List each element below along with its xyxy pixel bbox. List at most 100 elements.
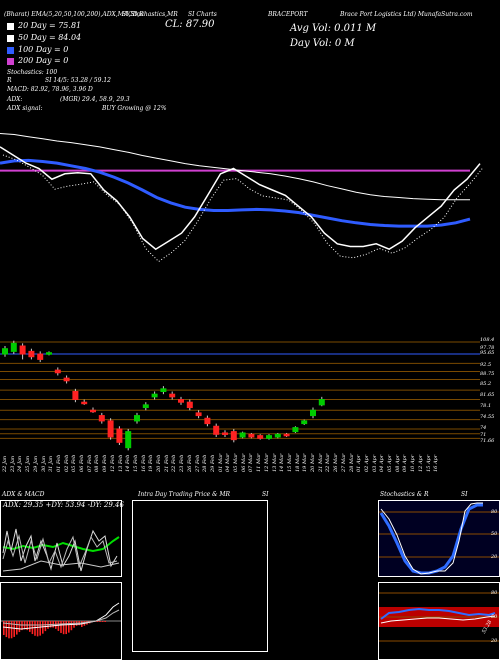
macd-histogram-bar: [44, 621, 47, 632]
intraday-si-label: SI: [262, 491, 269, 498]
macd-histogram-bar: [13, 621, 15, 637]
candle-body: [72, 391, 79, 401]
macd-histogram-bar: [68, 621, 70, 633]
candle-body: [116, 428, 123, 443]
macd-histogram-bar: [62, 621, 65, 635]
macd-histogram-bar: [36, 621, 39, 637]
intraday-panel: [132, 500, 268, 652]
main-price-chart: [0, 133, 484, 451]
macd-histogram-bar: [3, 621, 5, 635]
macd-histogram-bar: [42, 621, 44, 634]
candle-body: [90, 409, 96, 413]
date-label: 19 Mar: [302, 453, 309, 472]
date-label: 22 Mar: [325, 453, 332, 472]
candle-body: [204, 417, 211, 425]
candle-body: [230, 431, 237, 441]
price-axis-label: 81.65: [480, 392, 495, 398]
candle-body: [19, 345, 26, 355]
date-label: 16 Feb: [140, 454, 147, 472]
macd-histogram-bar: [8, 621, 10, 639]
date-label: 09 Apr: [402, 454, 409, 472]
chart-header-symbol: BRACEPORT: [268, 11, 308, 18]
date-label: 23 Feb: [179, 454, 186, 472]
date-label: 20 Feb: [156, 454, 162, 472]
price-line: [0, 146, 481, 251]
price-axis-label: 71: [480, 432, 487, 438]
adx-values: (MGR) 29.4, 58.9, 29.3: [60, 96, 130, 103]
candle-body: [2, 348, 8, 355]
date-label: 02 Apr: [363, 454, 370, 472]
macd-histogram-bar: [29, 621, 31, 632]
date-label: 02 Feb: [63, 454, 70, 472]
date-label: 24 Jan: [17, 455, 24, 472]
date-label: 08 Feb: [94, 454, 101, 472]
date-label: 01 Feb: [55, 454, 62, 472]
price-axis-label: 97.78: [480, 345, 495, 351]
candle-body: [213, 425, 220, 435]
adx-macd-title: ADX & MACD: [2, 491, 45, 498]
stoch-tick-80: 80: [491, 509, 498, 515]
date-label: 08 Apr: [394, 454, 401, 472]
candle-body: [46, 352, 52, 355]
date-label: 26 Feb: [186, 454, 193, 472]
ema100-label: 100 Day = 0: [18, 45, 69, 54]
price-axis-label: 78.1: [480, 403, 492, 409]
macd-histogram-bar: [10, 621, 13, 639]
adx-panel-values: ADX: 29.35 +DY: 53.94 -DY: 29.46: [3, 501, 124, 509]
candle-body: [81, 401, 88, 405]
candle-body: [151, 393, 158, 398]
candle-body: [310, 409, 316, 417]
macd-histogram-bar: [99, 621, 101, 622]
stoch-tick-50: 50: [491, 531, 498, 537]
date-label: 11 Mar: [256, 453, 263, 472]
date-label: 21 Mar: [317, 453, 324, 472]
candle-body: [186, 401, 193, 409]
date-label: 20 Mar: [310, 453, 316, 472]
macd-histogram-bar: [101, 621, 104, 622]
date-label: 05 Apr: [387, 454, 393, 472]
date-label: 12 Feb: [109, 454, 116, 472]
candle-body: [283, 433, 290, 437]
macd-values: MACD: 82.92, 78.96, 3.96 D: [7, 86, 93, 93]
date-label: 10 Apr: [410, 454, 417, 472]
date-label: 03 Apr: [371, 454, 378, 472]
macd-histogram-bar: [39, 621, 41, 636]
si-values: SI 14/5: 53.28 / 59.12: [45, 77, 111, 84]
date-label: 04 Mar: [225, 453, 232, 472]
date-label: 27 Mar: [340, 453, 347, 472]
ema200-swatch: [7, 58, 14, 65]
candle-body: [98, 415, 105, 422]
ema20-label: 20 Day = 75.81: [18, 21, 82, 30]
date-label: 29 Jan: [32, 455, 39, 472]
ema100-swatch: [7, 47, 14, 54]
close-price: CL: 87.90: [165, 19, 215, 30]
ema200-label: 200 Day = 0: [18, 56, 69, 65]
date-label: 29 Feb: [209, 454, 216, 472]
day-volume: Day Vol: 0 M: [290, 38, 355, 49]
stochastics-title: Stochastics & R: [380, 491, 429, 498]
ema20-swatch: [7, 23, 14, 30]
date-label: 19 Feb: [148, 454, 155, 472]
candle-body: [28, 350, 35, 358]
candle-body: [274, 433, 281, 438]
macd-histogram-bar: [57, 621, 60, 631]
date-label: 05 Feb: [71, 454, 78, 472]
macd-histogram-bar: [96, 621, 99, 622]
candle-body: [169, 393, 176, 398]
date-label: 30 Jan: [40, 455, 47, 472]
macd-histogram-bar: [70, 621, 73, 631]
date-label: 05 Mar: [233, 453, 239, 472]
macd-histogram-bar: [65, 621, 67, 635]
candle-body: [301, 420, 308, 425]
rsi-panel: [378, 582, 500, 660]
adx-label: ADX:: [7, 96, 23, 103]
date-label: 01 Mar: [217, 453, 224, 472]
stochastics-panel: [378, 500, 500, 577]
candle-body: [37, 353, 44, 360]
price-axis-label: 95.65: [480, 350, 495, 356]
macd-histogram-bar: [55, 621, 57, 629]
ema100-line: [0, 158, 471, 228]
macd-panel: [0, 582, 122, 660]
date-label: 06 Mar: [240, 453, 247, 472]
candle-body: [266, 435, 272, 439]
